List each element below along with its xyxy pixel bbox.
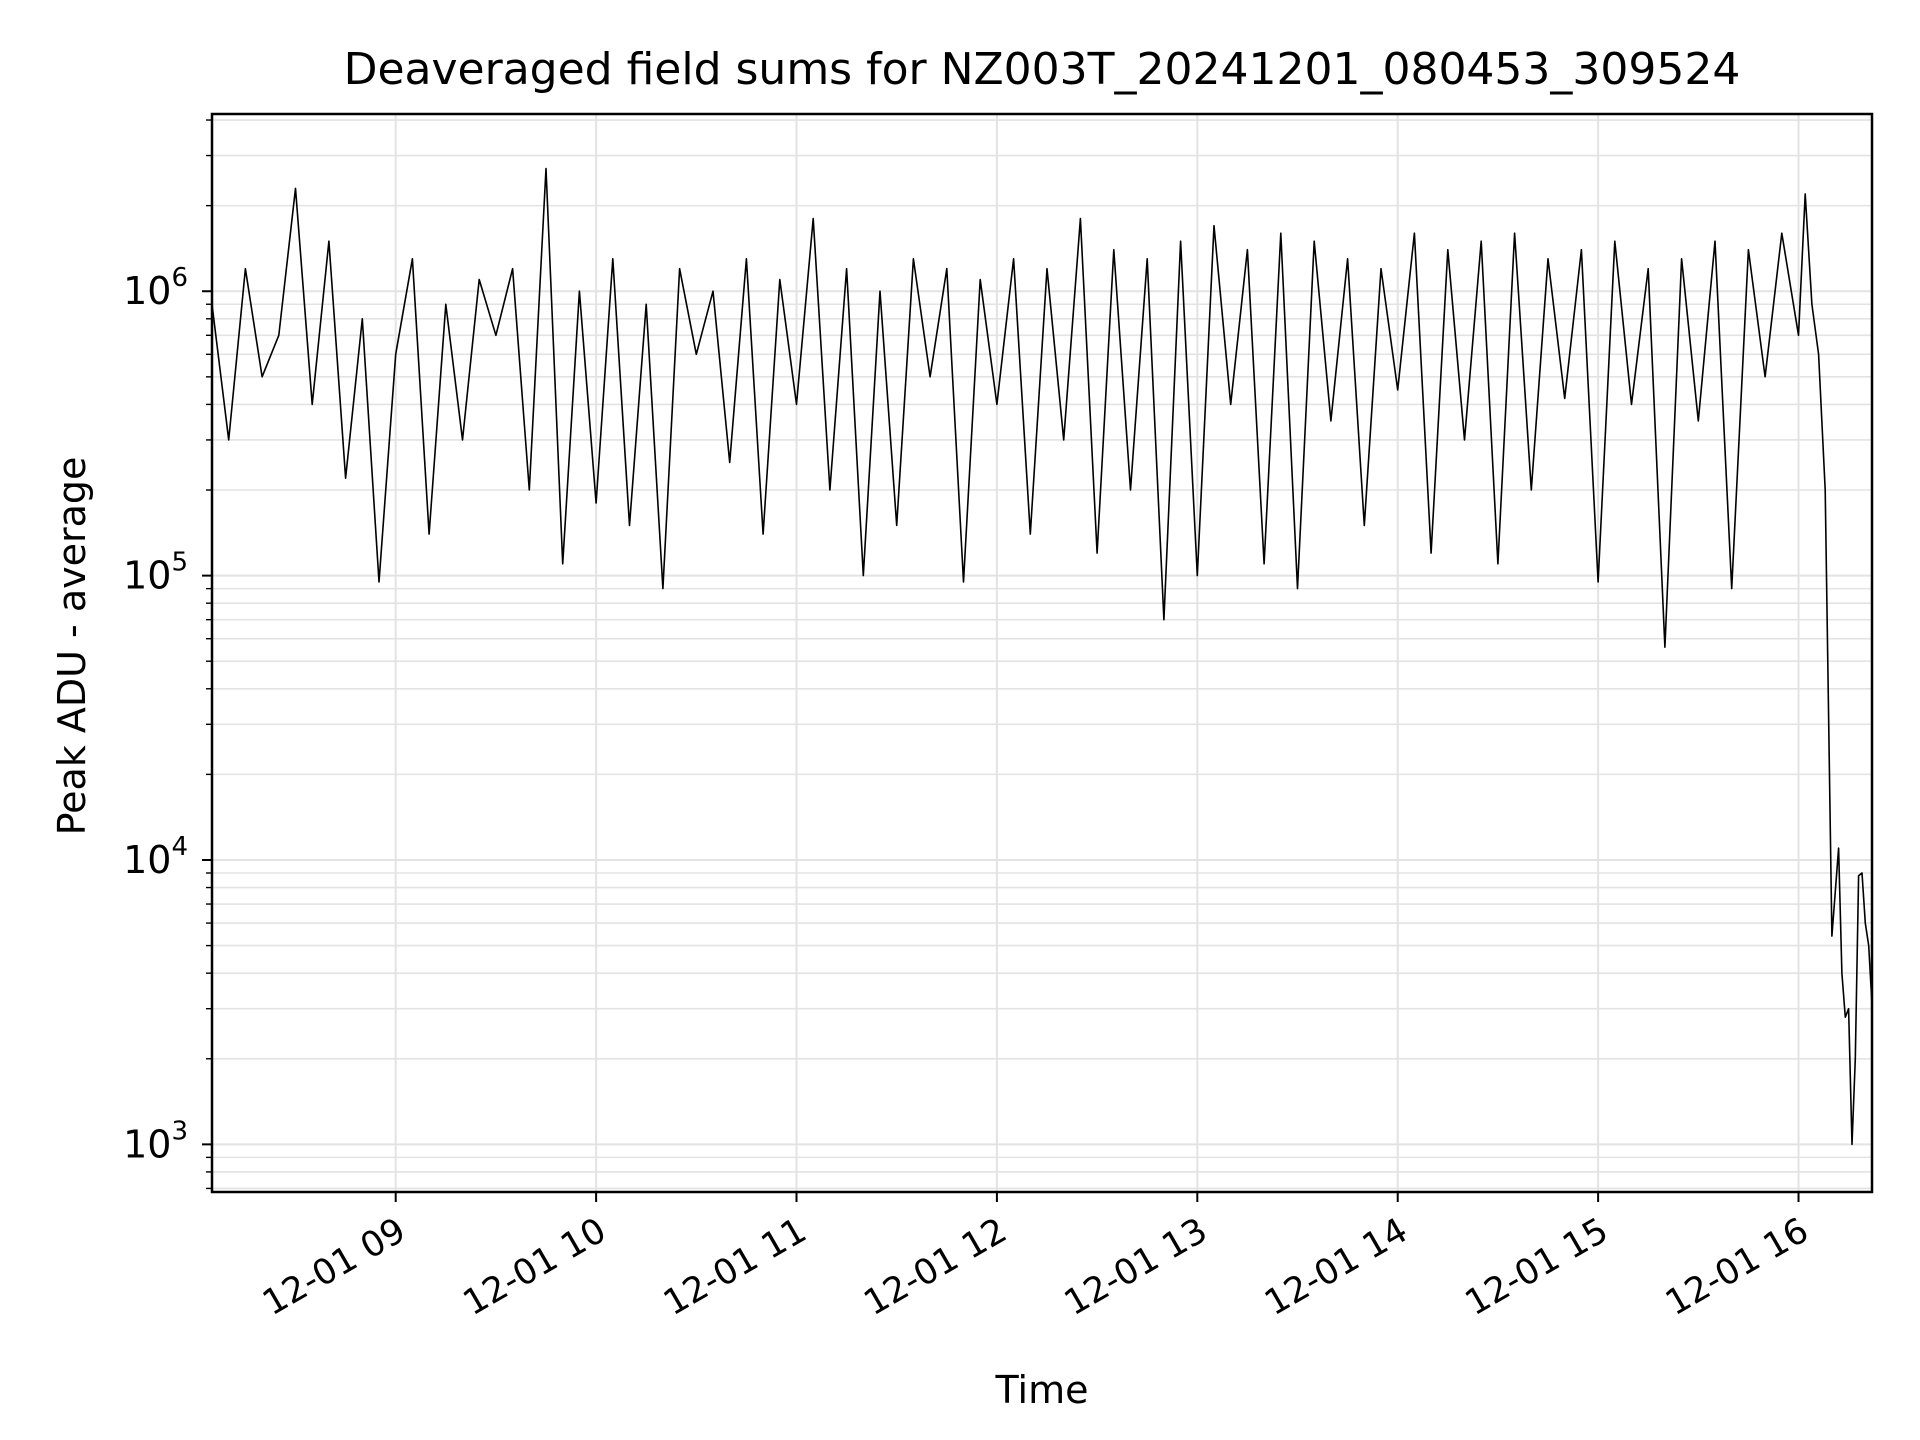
y-tick-exponent: 6 bbox=[171, 263, 188, 293]
y-tick-label: 105 bbox=[123, 548, 188, 598]
y-tick-base: 10 bbox=[123, 1122, 171, 1166]
y-tick-base: 10 bbox=[123, 554, 171, 598]
y-tick-exponent: 5 bbox=[171, 548, 188, 578]
series-line bbox=[211, 167, 1873, 1146]
x-axis-label: Time bbox=[995, 1368, 1089, 1412]
grid-lines bbox=[212, 114, 1872, 1192]
y-tick-label: 103 bbox=[123, 1116, 188, 1166]
y-tick-exponent: 3 bbox=[171, 1116, 188, 1146]
plot-frame bbox=[210, 112, 1874, 1194]
y-axis-label: Peak ADU - average bbox=[50, 456, 94, 836]
y-tick-label: 104 bbox=[123, 832, 188, 882]
y-tick-exponent: 4 bbox=[171, 832, 188, 862]
y-tick-base: 10 bbox=[123, 838, 171, 882]
y-tick-label: 106 bbox=[123, 263, 188, 313]
chart-title: Deaveraged field sums for NZ003T_2024120… bbox=[343, 44, 1741, 95]
y-tick-base: 10 bbox=[123, 269, 171, 313]
series-layer bbox=[211, 167, 1873, 1146]
